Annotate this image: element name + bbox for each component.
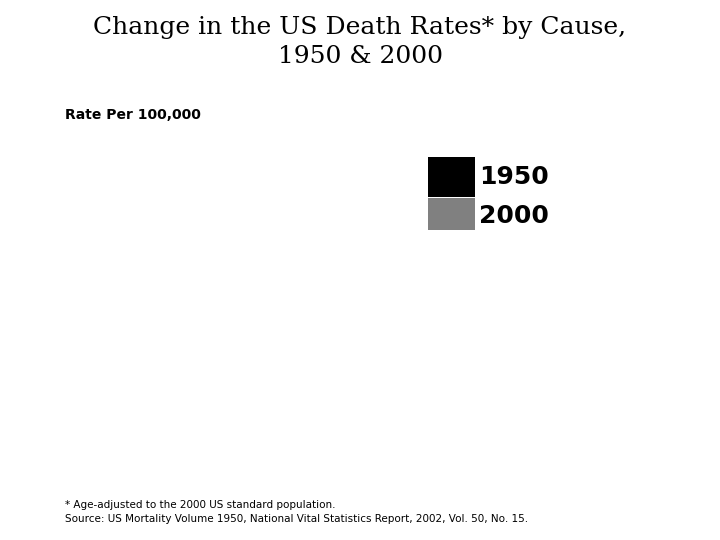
Text: Rate Per 100,000: Rate Per 100,000 xyxy=(65,108,201,122)
Text: 2000: 2000 xyxy=(479,204,549,228)
Text: * Age-adjusted to the 2000 US standard population.: * Age-adjusted to the 2000 US standard p… xyxy=(65,500,336,510)
Text: 1950: 1950 xyxy=(479,165,549,189)
Text: Change in the US Death Rates* by Cause,
1950 & 2000: Change in the US Death Rates* by Cause, … xyxy=(94,16,626,68)
Text: Source: US Mortality Volume 1950, National Vital Statistics Report, 2002, Vol. 5: Source: US Mortality Volume 1950, Nation… xyxy=(65,514,528,524)
